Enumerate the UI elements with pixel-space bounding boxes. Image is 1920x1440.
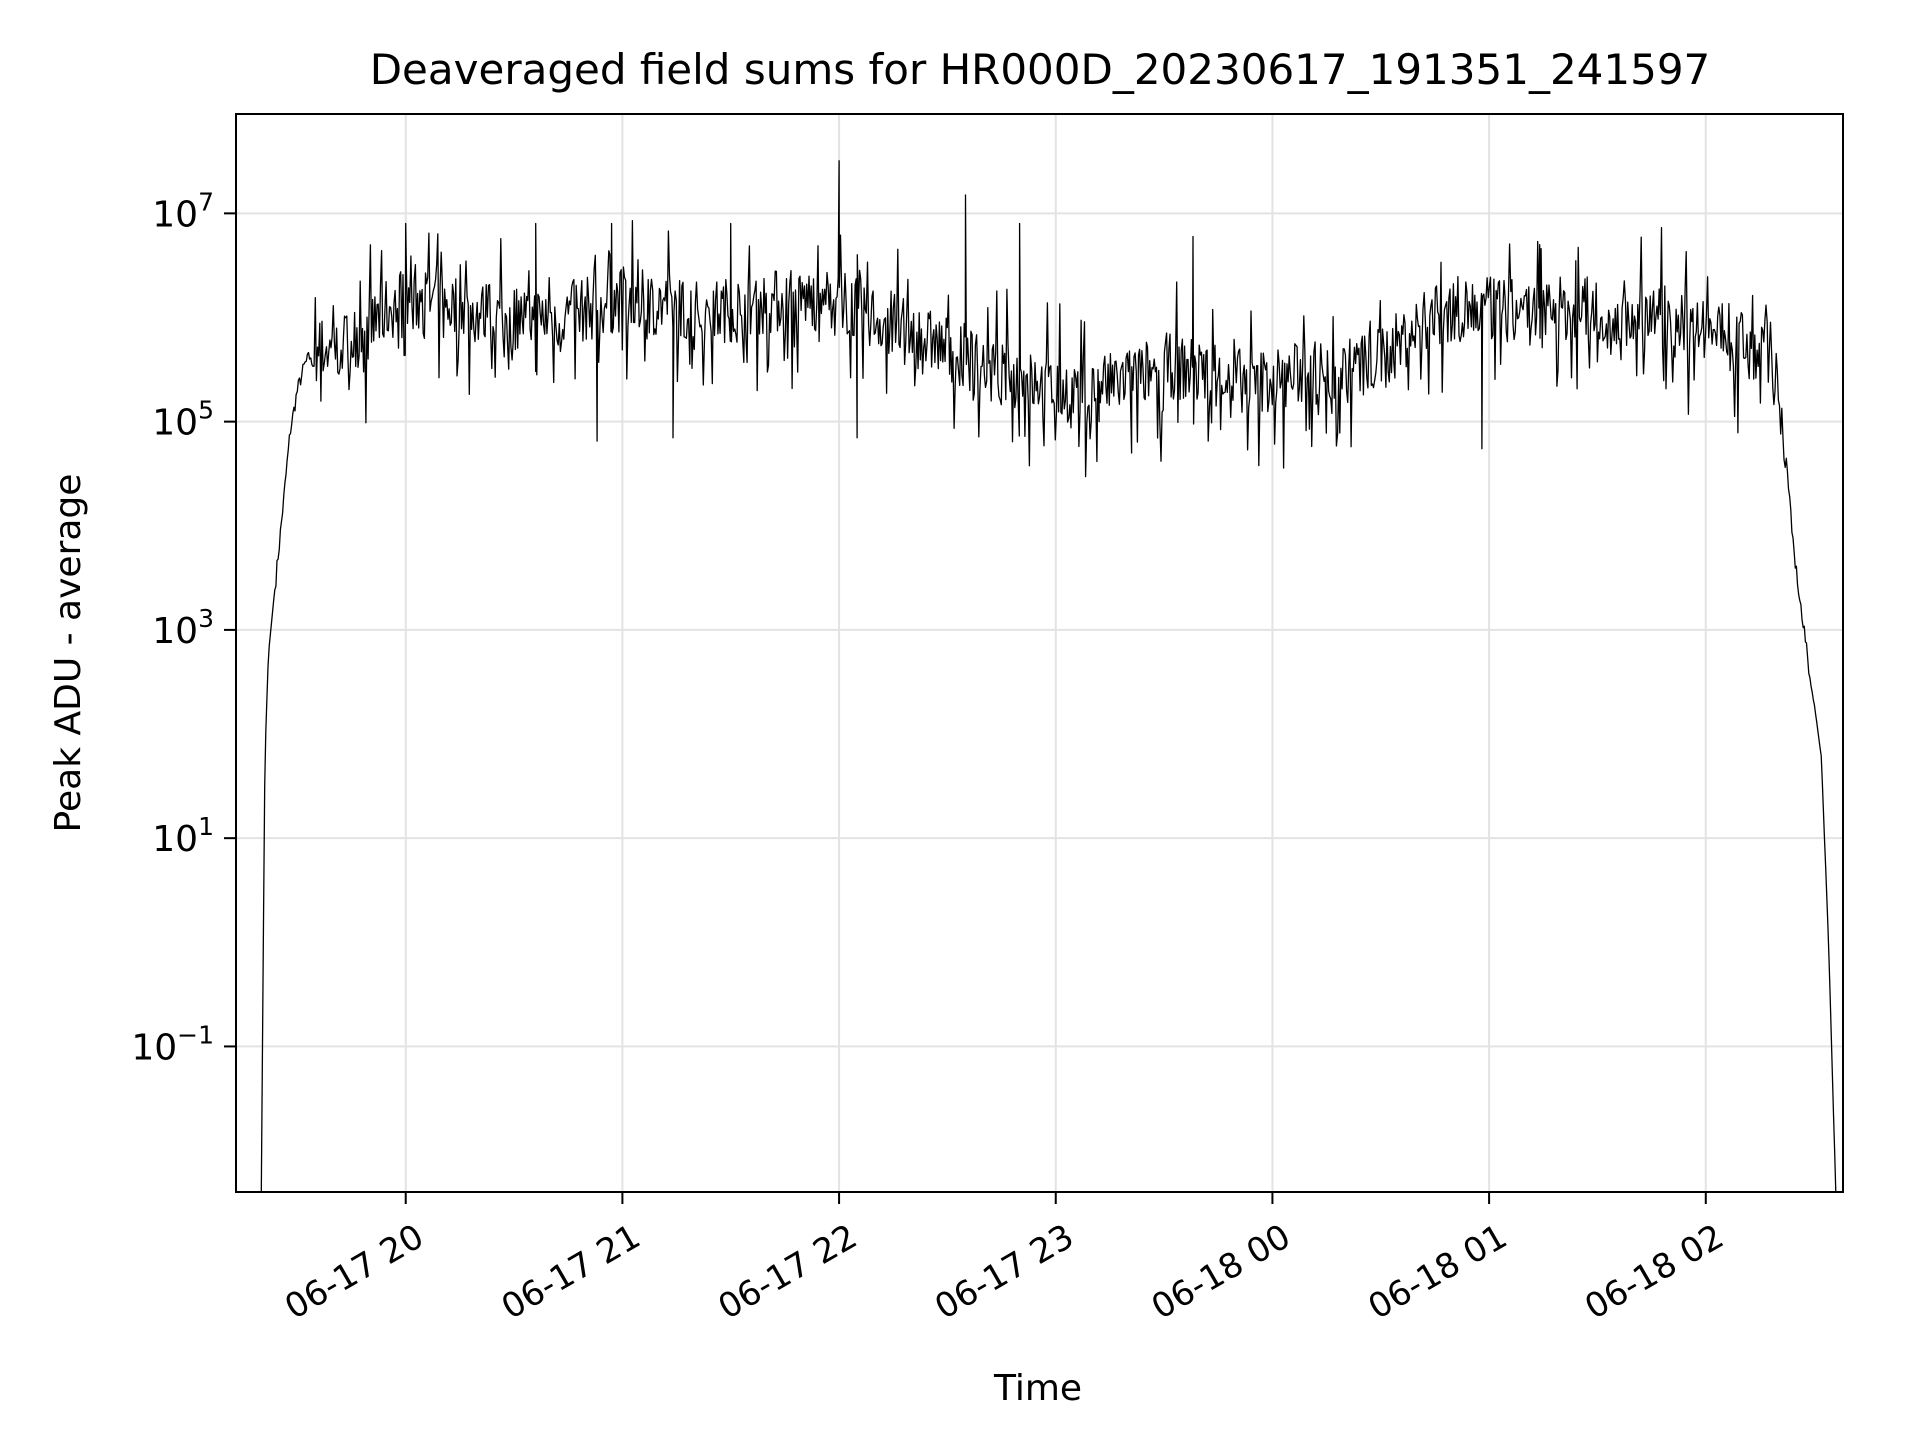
y-tick-label: 103	[152, 604, 214, 652]
series-layer	[260, 160, 1837, 1193]
y-axis-ticks: 10−1 101 103 105 107	[131, 187, 236, 1068]
y-tick-label: 101	[152, 812, 214, 860]
series-line	[260, 160, 1837, 1193]
y-tick-label: 10−1	[131, 1020, 214, 1068]
plot-frame	[235, 113, 1844, 1193]
y-tick-label: 107	[152, 187, 214, 235]
y-tick-label: 105	[152, 396, 214, 444]
chart-title: Deaveraged field sums for HR000D_2023061…	[370, 45, 1711, 94]
x-axis-label: Time	[993, 1368, 1082, 1409]
y-axis-label: Peak ADU - average	[48, 474, 89, 833]
